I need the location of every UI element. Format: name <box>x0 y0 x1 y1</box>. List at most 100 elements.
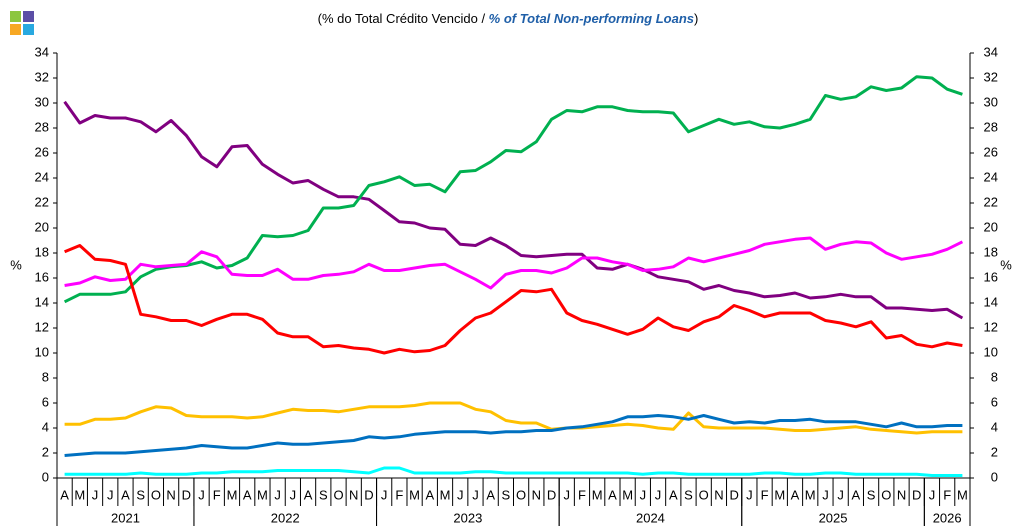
y-tick-label: 16 <box>35 269 49 284</box>
y2-axis-label: % <box>1000 257 1012 272</box>
x-tick-label: N <box>349 487 358 502</box>
title-en: % of Total Non-performing Loans <box>489 11 694 26</box>
x-tick-label: M <box>774 487 785 502</box>
x-tick-label: J <box>472 487 479 502</box>
year-label: 2025 <box>819 510 848 525</box>
title-pt: (% do Total Crédito Vencido / <box>318 11 489 26</box>
x-tick-label: J <box>640 487 647 502</box>
x-tick-label: D <box>729 487 738 502</box>
y2-tick-label: 14 <box>984 294 998 309</box>
x-tick-label: O <box>881 487 891 502</box>
y-tick-label: 2 <box>42 444 49 459</box>
x-tick-label: D <box>912 487 921 502</box>
y-tick-label: 22 <box>35 194 49 209</box>
x-tick-label: S <box>319 487 328 502</box>
y-tick-label: 34 <box>35 44 49 59</box>
y2-tick-label: 4 <box>991 419 998 434</box>
x-tick-label: A <box>243 487 252 502</box>
x-tick-label: J <box>655 487 662 502</box>
x-tick-label: A <box>791 487 800 502</box>
y2-tick-label: 24 <box>984 169 998 184</box>
x-tick-label: J <box>746 487 753 502</box>
x-tick-label: J <box>274 487 281 502</box>
x-tick-label: O <box>151 487 161 502</box>
year-label: 2021 <box>111 510 140 525</box>
x-tick-label: S <box>136 487 145 502</box>
y2-tick-label: 2 <box>991 444 998 459</box>
y-tick-label: 12 <box>35 319 49 334</box>
x-tick-label: A <box>121 487 130 502</box>
x-tick-label: A <box>60 487 69 502</box>
x-tick-label: O <box>333 487 343 502</box>
x-tick-label: A <box>669 487 678 502</box>
x-tick-label: J <box>198 487 205 502</box>
x-tick-label: O <box>516 487 526 502</box>
year-label: 2024 <box>636 510 665 525</box>
x-tick-label: M <box>257 487 268 502</box>
x-tick-label: A <box>852 487 861 502</box>
y2-tick-label: 34 <box>984 44 998 59</box>
x-tick-label: O <box>699 487 709 502</box>
y-tick-label: 26 <box>35 144 49 159</box>
y-tick-label: 30 <box>35 94 49 109</box>
x-tick-label: F <box>578 487 586 502</box>
logo-tile <box>10 11 21 22</box>
y2-tick-label: 0 <box>991 469 998 484</box>
x-tick-label: D <box>547 487 556 502</box>
x-tick-label: F <box>395 487 403 502</box>
x-tick-label: J <box>822 487 829 502</box>
x-tick-label: J <box>107 487 114 502</box>
x-tick-label: J <box>929 487 936 502</box>
series-line <box>64 466 963 477</box>
x-tick-label: N <box>714 487 723 502</box>
y-tick-label: 20 <box>35 219 49 234</box>
x-tick-label: J <box>290 487 297 502</box>
y2-tick-label: 26 <box>984 144 998 159</box>
x-tick-label: M <box>440 487 451 502</box>
x-tick-label: M <box>957 487 968 502</box>
x-tick-label: S <box>684 487 693 502</box>
x-tick-label: A <box>425 487 434 502</box>
x-tick-label: S <box>867 487 876 502</box>
y2-tick-label: 6 <box>991 394 998 409</box>
x-tick-label: M <box>409 487 420 502</box>
x-tick-label: J <box>457 487 464 502</box>
x-tick-label: A <box>608 487 617 502</box>
x-tick-label: F <box>213 487 221 502</box>
y-tick-label: 32 <box>35 69 49 84</box>
x-tick-label: M <box>74 487 85 502</box>
x-tick-label: N <box>897 487 906 502</box>
x-tick-label: J <box>92 487 99 502</box>
logo-tile <box>23 24 34 35</box>
logo-tile <box>10 24 21 35</box>
x-tick-label: J <box>381 487 388 502</box>
y-tick-label: 14 <box>35 294 49 309</box>
x-tick-label: F <box>943 487 951 502</box>
y2-tick-label: 22 <box>984 194 998 209</box>
series-line <box>63 75 963 304</box>
y-tick-label: 4 <box>42 419 49 434</box>
chart-title: (% do Total Crédito Vencido / % of Total… <box>318 11 699 26</box>
series-line <box>64 244 963 355</box>
y2-tick-label: 8 <box>991 369 998 384</box>
year-label: 2026 <box>933 510 962 525</box>
x-tick-label: S <box>502 487 511 502</box>
x-tick-label: F <box>761 487 769 502</box>
y2-tick-label: 16 <box>984 269 998 284</box>
title-end: ) <box>694 11 698 26</box>
logo-tile <box>23 11 34 22</box>
logo <box>10 11 34 35</box>
x-tick-label: M <box>805 487 816 502</box>
x-tick-label: J <box>564 487 571 502</box>
x-tick-label: A <box>486 487 495 502</box>
x-tick-label: N <box>532 487 541 502</box>
x-tick-label: D <box>364 487 373 502</box>
y-axis-label: % <box>10 257 22 272</box>
y-tick-label: 6 <box>42 394 49 409</box>
series-line <box>64 236 964 290</box>
y-tick-label: 18 <box>35 244 49 259</box>
y-tick-label: 8 <box>42 369 49 384</box>
x-tick-label: D <box>182 487 191 502</box>
y2-tick-label: 20 <box>984 219 998 234</box>
